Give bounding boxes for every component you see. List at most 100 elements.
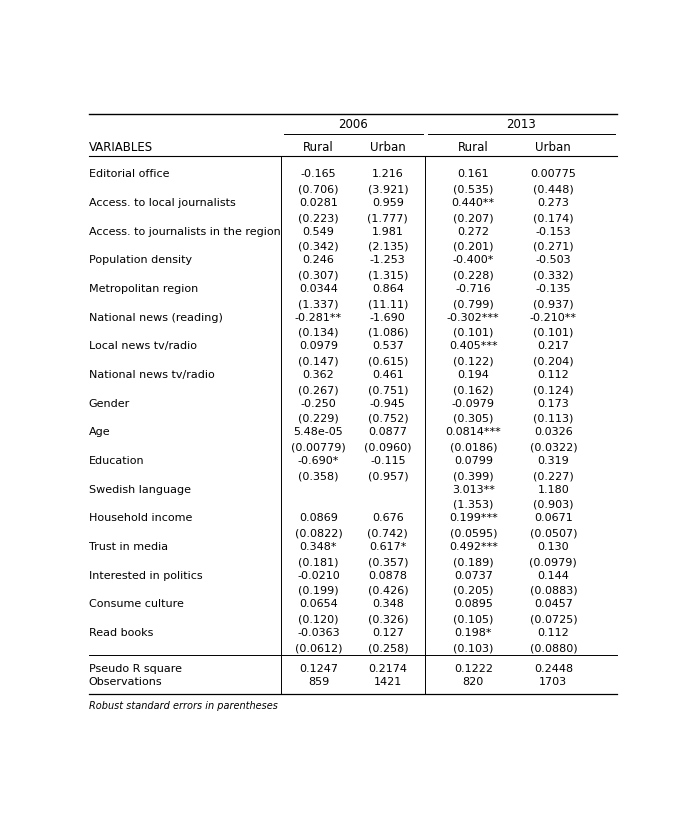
Text: 0.112: 0.112 (537, 370, 569, 380)
Text: 0.0895: 0.0895 (454, 600, 493, 609)
Text: 0.492***: 0.492*** (449, 542, 497, 552)
Text: 2013: 2013 (506, 119, 536, 132)
Text: Population density: Population density (89, 255, 192, 266)
Text: 0.617*: 0.617* (369, 542, 407, 552)
Text: (0.0507): (0.0507) (530, 528, 577, 538)
Text: (1.315): (1.315) (368, 271, 408, 281)
Text: Trust in media: Trust in media (89, 542, 168, 552)
Text: -0.135: -0.135 (535, 284, 571, 294)
Text: -0.690*: -0.690* (298, 456, 339, 466)
Text: (0.227): (0.227) (533, 471, 574, 481)
Text: 0.130: 0.130 (537, 542, 569, 552)
Text: (0.751): (0.751) (367, 385, 408, 395)
Text: (0.0595): (0.0595) (449, 528, 497, 538)
Text: 0.0457: 0.0457 (534, 600, 573, 609)
Text: -0.400*: -0.400* (453, 255, 494, 266)
Text: 0.549: 0.549 (302, 227, 334, 237)
Text: 0.0869: 0.0869 (299, 514, 338, 524)
Text: (0.752): (0.752) (367, 414, 408, 424)
Text: (0.134): (0.134) (298, 328, 339, 338)
Text: (0.326): (0.326) (367, 614, 408, 624)
Text: (0.204): (0.204) (533, 357, 574, 366)
Text: 1421: 1421 (373, 677, 402, 687)
Text: 0.173: 0.173 (537, 398, 569, 409)
Text: (0.535): (0.535) (453, 185, 493, 195)
Text: (0.120): (0.120) (298, 614, 339, 624)
Text: (0.189): (0.189) (453, 557, 493, 567)
Text: 0.127: 0.127 (372, 628, 404, 638)
Text: 0.537: 0.537 (372, 341, 404, 352)
Text: Access. to local journalists: Access. to local journalists (89, 198, 236, 208)
Text: 0.0814***: 0.0814*** (445, 428, 501, 438)
Text: 0.319: 0.319 (537, 456, 569, 466)
Text: 0.0326: 0.0326 (534, 428, 573, 438)
Text: (0.229): (0.229) (298, 414, 339, 424)
Text: -0.0363: -0.0363 (297, 628, 340, 638)
Text: (0.0822): (0.0822) (294, 528, 342, 538)
Text: (0.307): (0.307) (298, 271, 339, 281)
Text: Swedish language: Swedish language (89, 485, 191, 495)
Text: (0.103): (0.103) (453, 643, 493, 653)
Text: (0.0960): (0.0960) (364, 443, 411, 452)
Text: (0.448): (0.448) (533, 185, 574, 195)
Text: -1.690: -1.690 (370, 312, 406, 323)
Text: 0.2448: 0.2448 (534, 664, 573, 674)
Text: (2.135): (2.135) (367, 242, 408, 252)
Text: (0.113): (0.113) (533, 414, 573, 424)
Text: 0.959: 0.959 (372, 198, 404, 208)
Text: (0.124): (0.124) (533, 385, 574, 395)
Text: 0.2174: 0.2174 (369, 664, 407, 674)
Text: 0.273: 0.273 (537, 198, 569, 208)
Text: (0.258): (0.258) (367, 643, 408, 653)
Text: -0.503: -0.503 (535, 255, 571, 266)
Text: 0.405***: 0.405*** (449, 341, 497, 352)
Text: 0.217: 0.217 (537, 341, 569, 352)
Text: 0.0799: 0.0799 (454, 456, 493, 466)
Text: (0.957): (0.957) (367, 471, 408, 481)
Text: 1.216: 1.216 (372, 169, 404, 179)
Text: (0.267): (0.267) (298, 385, 339, 395)
Text: Local news tv/radio: Local news tv/radio (89, 341, 197, 352)
Text: 0.199***: 0.199*** (449, 514, 497, 524)
Text: Gender: Gender (89, 398, 130, 409)
Text: (0.0186): (0.0186) (449, 443, 497, 452)
Text: Consume culture: Consume culture (89, 600, 184, 609)
Text: (0.223): (0.223) (298, 213, 339, 223)
Text: (3.921): (3.921) (367, 185, 408, 195)
Text: (1.353): (1.353) (453, 500, 493, 510)
Text: -0.115: -0.115 (370, 456, 406, 466)
Text: (0.105): (0.105) (453, 614, 493, 624)
Text: Household income: Household income (89, 514, 192, 524)
Text: -0.0210: -0.0210 (297, 571, 340, 581)
Text: 0.00775: 0.00775 (531, 169, 576, 179)
Text: 0.362: 0.362 (302, 370, 334, 380)
Text: 1.981: 1.981 (372, 227, 404, 237)
Text: 0.348*: 0.348* (300, 542, 337, 552)
Text: (0.0880): (0.0880) (530, 643, 577, 653)
Text: Urban: Urban (370, 141, 406, 154)
Text: (0.147): (0.147) (298, 357, 339, 366)
Text: (0.357): (0.357) (367, 557, 408, 567)
Text: 0.144: 0.144 (537, 571, 569, 581)
Text: (0.181): (0.181) (298, 557, 339, 567)
Text: 0.1222: 0.1222 (454, 664, 493, 674)
Text: 0.1247: 0.1247 (299, 664, 338, 674)
Text: 0.194: 0.194 (457, 370, 489, 380)
Text: (0.0725): (0.0725) (530, 614, 577, 624)
Text: 0.0877: 0.0877 (369, 428, 407, 438)
Text: 0.440**: 0.440** (452, 198, 495, 208)
Text: -0.210**: -0.210** (530, 312, 577, 323)
Text: (0.0979): (0.0979) (529, 557, 577, 567)
Text: (0.101): (0.101) (453, 328, 493, 338)
Text: (0.271): (0.271) (533, 242, 574, 252)
Text: Robust standard errors in parentheses: Robust standard errors in parentheses (89, 701, 278, 711)
Text: 1.180: 1.180 (537, 485, 569, 495)
Text: -0.165: -0.165 (300, 169, 336, 179)
Text: 0.161: 0.161 (457, 169, 489, 179)
Text: 3.013**: 3.013** (452, 485, 495, 495)
Text: (0.101): (0.101) (533, 328, 573, 338)
Text: Education: Education (89, 456, 145, 466)
Text: 1703: 1703 (539, 677, 568, 687)
Text: 0.461: 0.461 (372, 370, 404, 380)
Text: 0.348: 0.348 (372, 600, 404, 609)
